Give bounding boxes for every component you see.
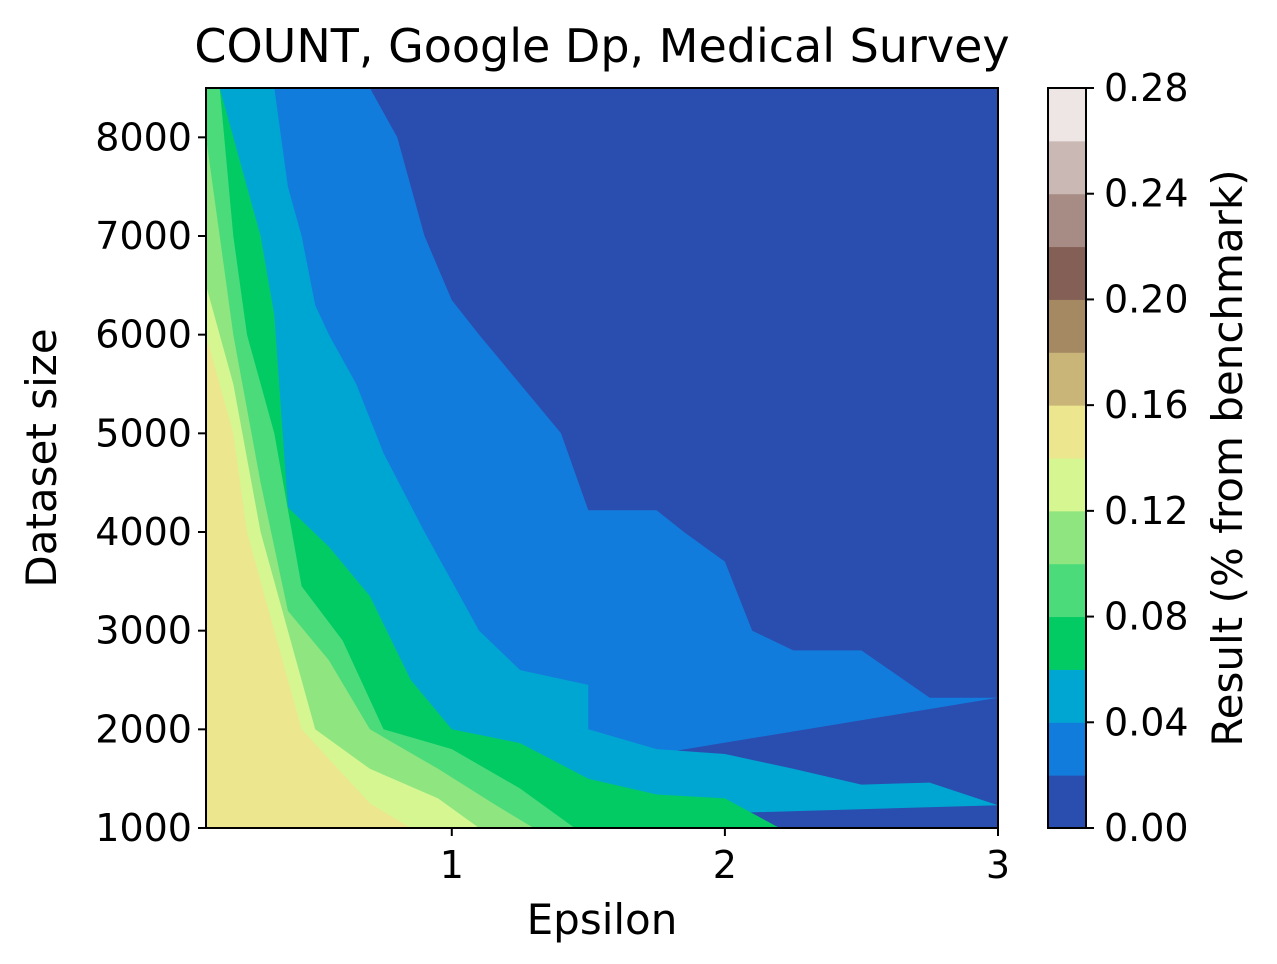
plot-frame (205, 87, 999, 829)
y-tick-label: 1000 (95, 806, 192, 850)
chart-title: COUNT, Google Dp, Medical Survey (194, 19, 1009, 73)
colorbar-band (1048, 510, 1086, 565)
y-tick-label: 6000 (95, 313, 192, 357)
contour-region-0.06 (206, 88, 780, 828)
x-tick-label: 1 (440, 843, 464, 887)
colorbar-band (1048, 563, 1086, 618)
colorbar-tick-label: 0.20 (1104, 277, 1189, 321)
colorbar-band (1048, 140, 1086, 195)
colorbar-band (1048, 722, 1086, 776)
x-axis: 1 2 3 (440, 828, 1010, 887)
colorbar-tick-label: 0.12 (1104, 489, 1189, 533)
colorbar-band (1048, 616, 1086, 670)
colorbar-band (1048, 775, 1086, 829)
colorbar-band (1048, 246, 1086, 300)
y-axis-label: Dataset size (17, 328, 66, 587)
colorbar-frame (1047, 87, 1087, 829)
colorbar-tick-label: 0.04 (1104, 700, 1189, 744)
contour-region-0.04 (206, 88, 998, 828)
y-tick-label: 3000 (95, 609, 192, 653)
colorbar-tick-label: 0.00 (1104, 806, 1189, 850)
colorbar-band (1048, 352, 1086, 406)
colorbar-tick-label: 0.16 (1104, 383, 1189, 427)
colorbar-band (1048, 405, 1086, 459)
colorbar-band (1048, 193, 1086, 248)
colorbar-label: Result (% from benchmark) (1203, 169, 1252, 746)
y-tick-label: 7000 (95, 214, 192, 258)
colorbar-tick-label: 0.28 (1104, 66, 1189, 110)
colorbar-tick-label: 0.24 (1104, 172, 1189, 216)
y-tick-label: 8000 (95, 115, 192, 159)
x-tick-label: 3 (986, 843, 1010, 887)
plot-area (206, 88, 998, 828)
y-tick-label: 2000 (95, 707, 192, 751)
y-tick-label: 4000 (95, 510, 192, 554)
y-tick-label: 5000 (95, 411, 192, 455)
contour-region-0.14 (206, 88, 411, 828)
colorbar-band (1048, 669, 1086, 723)
x-tick-label: 2 (713, 843, 737, 887)
colorbar-tick-label: 0.08 (1104, 595, 1189, 639)
colorbar (1048, 88, 1086, 829)
y-axis: 1000 2000 3000 4000 5000 6000 7000 8000 (95, 115, 206, 850)
colorbar-band (1048, 299, 1086, 353)
colorbar-band (1048, 88, 1086, 142)
colorbar-axis: 0.00 0.04 0.08 0.12 0.16 0.20 0.24 0.28 (1086, 66, 1189, 850)
colorbar-band (1048, 458, 1086, 512)
x-axis-label: Epsilon (527, 895, 678, 944)
